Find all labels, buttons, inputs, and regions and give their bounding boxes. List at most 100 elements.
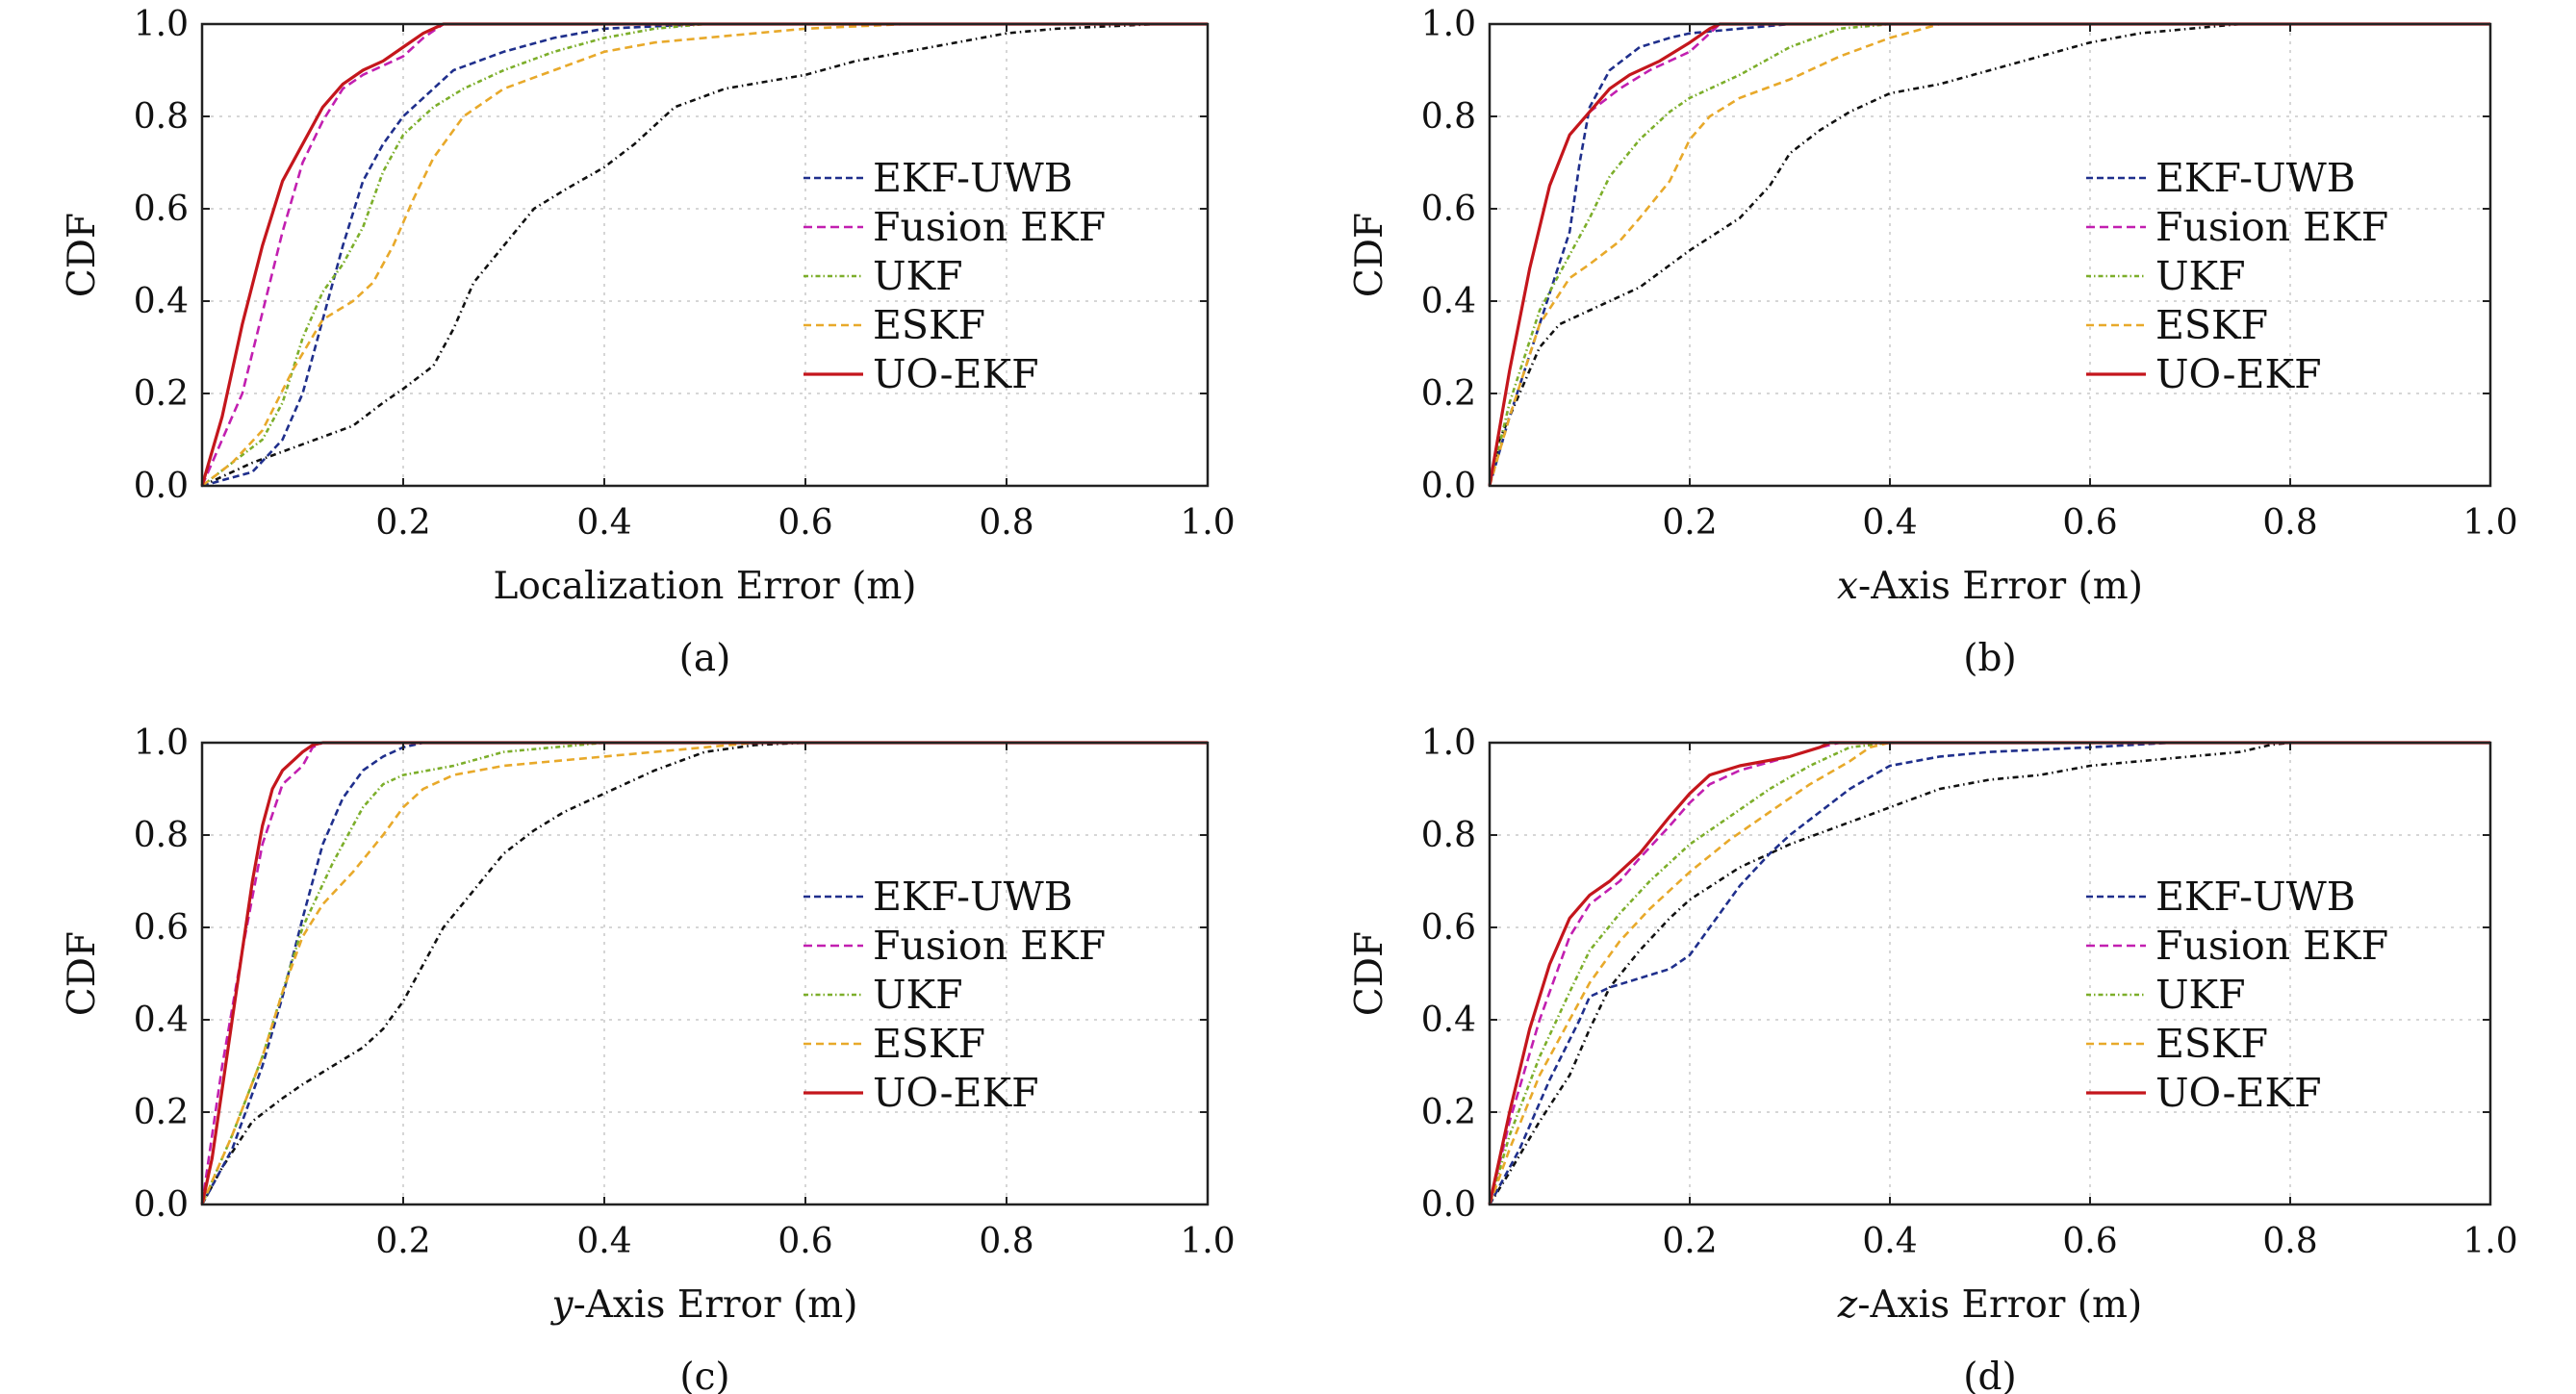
- series-line-ukf: [200, 741, 1208, 1205]
- legend-label: UO-EKF: [873, 1070, 1039, 1116]
- y-tick-label: 0.8: [1421, 816, 1476, 855]
- series-line-fusion-ekf: [1488, 741, 2490, 1205]
- panel-label: (d): [1963, 1356, 2016, 1394]
- legend-label: EKF-UWB: [2155, 874, 2356, 920]
- legend-label: EKF-UWB: [2155, 155, 2356, 201]
- y-tick-label: 0.0: [134, 1185, 189, 1225]
- series-line-eskf: [200, 741, 1208, 1205]
- x-tick-label: 1.0: [1180, 1222, 1235, 1261]
- subplot-b: 0.2 0.4 0.6 0.8 1.0 0.0 0.2 0.4 0.6 0.8 1.0 CDF x-Ax…: [1348, 5, 2518, 680]
- series-line-ukf: [1488, 22, 2490, 487]
- x-tick-label: 0.6: [778, 503, 832, 543]
- x-tick-label: 0.4: [576, 1222, 631, 1261]
- y-tick-label: 0.4: [134, 1001, 189, 1040]
- legend-label: ESKF: [873, 302, 985, 348]
- series-line-ekf-uwb: [200, 741, 1208, 1205]
- series-line-uo-ekf: [200, 22, 1208, 487]
- series-line-uo-ekf: [1488, 22, 2490, 487]
- series-line-fusion-ekf: [1488, 22, 2490, 487]
- legend-label: UO-EKF: [2155, 351, 2322, 397]
- legend-label: UKF: [2155, 253, 2246, 299]
- panel-label: (c): [679, 1356, 729, 1394]
- series-line-baseline: [1488, 22, 2490, 487]
- series-line-fusion-ekf: [200, 741, 1208, 1205]
- y-tick-label: 1.0: [1421, 723, 1476, 763]
- x-tick-label: 0.6: [2062, 1222, 2117, 1261]
- panel-label: (b): [1963, 637, 2016, 680]
- legend-label: Fusion EKF: [2155, 204, 2388, 250]
- x-tick-label: 0.2: [1662, 1222, 1717, 1261]
- x-axis-label: y-Axis Error (m): [550, 1283, 858, 1327]
- y-tick-label: 0.2: [134, 374, 189, 414]
- y-tick-label: 0.2: [134, 1093, 189, 1132]
- y-axis-label: CDF: [61, 213, 104, 297]
- x-axis-label: Localization Error (m): [493, 565, 916, 608]
- plot-frame: [200, 741, 1210, 1206]
- subplot-d: 0.2 0.4 0.6 0.8 1.0 0.0 0.2 0.4 0.6 0.8 1.0 CDF z-Ax…: [1348, 723, 2518, 1394]
- x-axis-label-variable: z: [1837, 1283, 1858, 1327]
- legend-label: ESKF: [2155, 302, 2268, 348]
- x-tick-label: 0.8: [979, 503, 1033, 543]
- x-tick-label: 0.8: [2262, 1222, 2317, 1261]
- x-axis-label: x-Axis Error (m): [1837, 565, 2143, 608]
- y-tick-label: 0.4: [1421, 1001, 1476, 1040]
- plot-frame: [1488, 22, 2492, 488]
- x-axis-label-text: Localization Error (m): [493, 565, 916, 608]
- x-tick-label: 0.4: [576, 503, 631, 543]
- y-tick-label: 0.8: [1421, 97, 1476, 137]
- panel-label: (a): [679, 637, 731, 680]
- series-line-baseline: [1488, 741, 2490, 1205]
- legend-label: UKF: [2155, 972, 2246, 1018]
- x-tick-label: 0.4: [1862, 1222, 1917, 1261]
- y-tick-label: 0.4: [134, 282, 189, 321]
- subplot-c: 0.2 0.4 0.6 0.8 1.0 0.0 0.2 0.4 0.6 0.8 1.0 CDF y-Ax…: [61, 723, 1236, 1394]
- subplot-a: 0.2 0.4 0.6 0.8 1.0 0.0 0.2 0.4 0.6 0.8 1.0 CDF Loca…: [61, 5, 1236, 680]
- x-axis-label-text: -Axis Error (m): [1857, 1283, 2142, 1327]
- x-axis-label-variable: y: [550, 1283, 574, 1327]
- series-line-uo-ekf: [1488, 741, 2490, 1205]
- legend-label: Fusion EKF: [873, 923, 1106, 969]
- legend-label: UKF: [873, 972, 963, 1018]
- y-tick-label: 0.6: [1421, 908, 1476, 948]
- y-tick-label: 0.0: [134, 467, 189, 506]
- plot-frame: [1488, 741, 2492, 1206]
- series-line-baseline: [201, 22, 1208, 488]
- x-tick-label: 0.6: [778, 1222, 832, 1261]
- series-line-ekf-uwb: [201, 22, 1208, 488]
- y-tick-label: 0.6: [134, 908, 189, 948]
- x-tick-label: 0.6: [2062, 503, 2117, 543]
- legend-label: EKF-UWB: [873, 874, 1073, 920]
- x-tick-label: 1.0: [2462, 1222, 2517, 1261]
- legend-label: UO-EKF: [873, 351, 1039, 397]
- series-line-ekf-uwb: [1488, 741, 2490, 1205]
- y-tick-label: 0.6: [134, 190, 189, 229]
- series-line-ukf: [201, 22, 1208, 488]
- x-tick-label: 0.2: [375, 503, 430, 543]
- legend-label: UO-EKF: [2155, 1070, 2322, 1116]
- x-tick-label: 1.0: [2462, 503, 2517, 543]
- x-tick-label: 0.8: [2262, 503, 2317, 543]
- series-line-uo-ekf: [200, 741, 1208, 1205]
- series-line-fusion-ekf: [200, 22, 1208, 487]
- legend-label: ESKF: [873, 1021, 985, 1067]
- x-axis-label: z-Axis Error (m): [1837, 1283, 2142, 1327]
- series-line-ekf-uwb: [1488, 22, 2490, 487]
- legend-label: EKF-UWB: [873, 155, 1073, 201]
- series-line-eskf: [201, 22, 1208, 488]
- y-tick-label: 1.0: [1421, 5, 1476, 44]
- y-tick-label: 0.8: [134, 97, 189, 137]
- y-tick-label: 0.0: [1421, 1185, 1476, 1225]
- series-line-eskf: [1488, 741, 2490, 1205]
- y-tick-label: 0.2: [1421, 374, 1476, 414]
- legend-label: Fusion EKF: [873, 204, 1106, 250]
- y-tick-label: 1.0: [134, 5, 189, 44]
- x-axis-label-variable: x: [1837, 565, 1858, 608]
- y-tick-label: 0.2: [1421, 1093, 1476, 1132]
- x-axis-label-text: -Axis Error (m): [574, 1283, 858, 1327]
- x-tick-label: 0.4: [1862, 503, 1917, 543]
- x-tick-label: 0.2: [375, 1222, 430, 1261]
- series-line-baseline: [200, 741, 1208, 1205]
- y-tick-label: 0.4: [1421, 282, 1476, 321]
- legend-label: Fusion EKF: [2155, 923, 2388, 969]
